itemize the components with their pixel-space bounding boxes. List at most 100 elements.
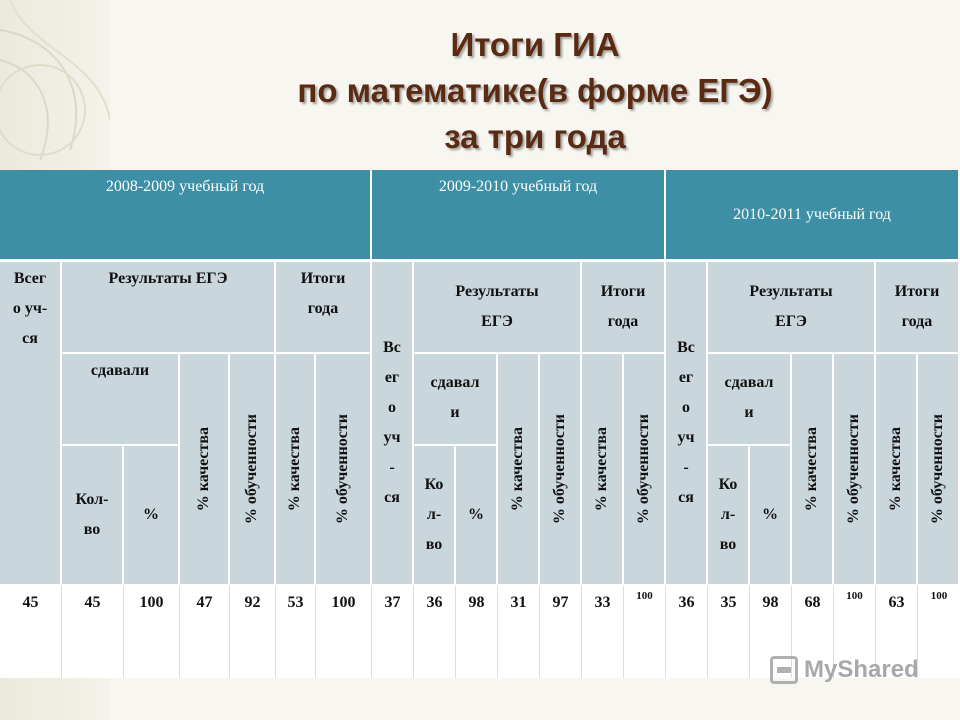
header-text: % обученности (635, 413, 652, 525)
header-text: % (762, 506, 778, 523)
title-line-2: по математике(в форме ЕГЭ) (297, 72, 773, 109)
header-text: Результаты ЕГЭ (108, 270, 228, 287)
learning-header: % обученности (316, 354, 372, 586)
header-text: года (901, 313, 933, 330)
header-text: % качества (803, 426, 820, 512)
quality-header: % качества (582, 354, 624, 586)
learning-header: % обученности (540, 354, 582, 586)
value-cell: 33 (582, 586, 624, 678)
value-cell: 45 (62, 586, 124, 678)
header-text: ег (678, 369, 694, 386)
quality-header: % качества (792, 354, 834, 586)
year-label: 2009-2010 учебный год (438, 178, 598, 195)
header-text: ся (384, 489, 400, 506)
value-cell: 100 (124, 586, 180, 678)
value-cell: 53 (276, 586, 316, 678)
value-cell: 68 (792, 586, 834, 678)
year-results-header: Итоги года (276, 262, 372, 354)
year-results-header: Итоги года (876, 262, 960, 354)
header-text: Результаты (749, 283, 833, 300)
count-header: Ко л-во (414, 446, 456, 586)
year-header-2008-2009: 2008-2009 учебный год (0, 170, 372, 262)
header-text: и (744, 404, 754, 421)
watermark: MyShared (770, 656, 919, 684)
header-text: ЕГЭ (481, 313, 513, 330)
swirl-decoration-icon (0, 0, 110, 161)
header-text: во (425, 536, 443, 553)
watermark-text: MyShared (804, 656, 919, 683)
value-cell: 100 (316, 586, 372, 678)
header-text: и (450, 404, 460, 421)
header-text: о уч- (12, 300, 48, 317)
header-text: Итоги (300, 270, 346, 287)
year-results-header: Итоги года (582, 262, 666, 354)
myshared-logo-icon (770, 656, 798, 684)
header-text: % обученности (845, 413, 862, 525)
header-text: % качества (509, 426, 526, 512)
quality-header: % качества (276, 354, 316, 586)
header-text: во (719, 536, 737, 553)
header-text: ЕГЭ (775, 313, 807, 330)
header-text: сдавал (430, 374, 480, 391)
header-text: % (143, 506, 159, 523)
value-cell: 100 (918, 586, 960, 678)
header-text: Итоги (600, 283, 646, 300)
title-line-3: за три года (444, 118, 626, 155)
year-label: 2010-2011 учебный год (733, 205, 891, 223)
value-cell: 47 (180, 586, 230, 678)
ege-results-header: Результаты ЕГЭ (708, 262, 876, 354)
header-text: % качества (195, 426, 212, 512)
header-text: о (682, 399, 690, 416)
percent-header: % (750, 446, 792, 586)
header-text: сдавал (724, 374, 774, 391)
header-text: Вс (383, 339, 401, 356)
header-text: Вс (677, 339, 695, 356)
took-exam-header: сдавал и (414, 354, 498, 446)
value-cell: 36 (414, 586, 456, 678)
value-cell: 98 (456, 586, 498, 678)
value-cell: 45 (0, 586, 62, 678)
year-label: 2008-2009 учебный год (105, 178, 265, 195)
results-table: 2008-2009 учебный год 2009-2010 учебный … (0, 170, 960, 678)
total-students-header: Вс ег о уч - ся (372, 262, 414, 586)
title-line-1: Итоги ГИА (450, 26, 620, 63)
header-text: % обученности (243, 413, 260, 525)
total-students-header: Вс ег о уч - ся (666, 262, 708, 586)
ege-results-header: Результаты ЕГЭ (414, 262, 582, 354)
header-text: % обученности (551, 413, 568, 525)
header-text: Ко (424, 476, 444, 493)
year-header-2009-2010: 2009-2010 учебный год (372, 170, 666, 262)
learning-header: % обученности (918, 354, 960, 586)
value-cell: 35 (708, 586, 750, 678)
learning-header: % обученности (624, 354, 666, 586)
header-text: во (83, 521, 101, 538)
header-text: л- (720, 506, 736, 523)
count-header: Кол-во (62, 446, 124, 586)
value-cell: 92 (230, 586, 276, 678)
learning-header: % обученности (834, 354, 876, 586)
header-text: % качества (286, 426, 303, 512)
quality-header: % качества (180, 354, 230, 586)
header-text: о (388, 399, 396, 416)
percent-header: % (124, 446, 180, 586)
took-exam-header: сдавали (62, 354, 180, 446)
header-text: ег (384, 369, 400, 386)
header-text: Всег (13, 270, 47, 287)
header-text: - (389, 459, 395, 476)
value-cell: 97 (540, 586, 582, 678)
header-text: года (307, 300, 339, 317)
header-text: % обученности (929, 413, 946, 525)
header-text: Результаты (455, 283, 539, 300)
header-text: ся (678, 489, 694, 506)
quality-header: % качества (498, 354, 540, 586)
header-text: - (683, 459, 689, 476)
quality-header: % качества (876, 354, 918, 586)
value-cell: 37 (372, 586, 414, 678)
header-text: уч (383, 429, 401, 446)
header-text: Ко (718, 476, 738, 493)
value-cell: 36 (666, 586, 708, 678)
value-cell: 63 (876, 586, 918, 678)
learning-header: % обученности (230, 354, 276, 586)
value-cell: 31 (498, 586, 540, 678)
header-text: л- (426, 506, 442, 523)
